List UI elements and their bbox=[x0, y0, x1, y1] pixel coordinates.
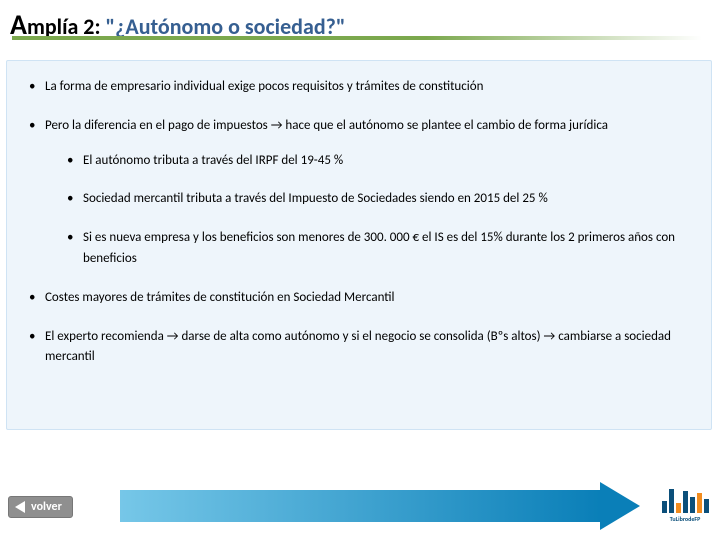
back-arrow-icon bbox=[15, 501, 25, 513]
bullet-item: La forma de empresario individual exige … bbox=[27, 77, 695, 98]
bullet-text: Costes mayores de trámites de constituci… bbox=[45, 290, 395, 305]
content-box: La forma de empresario individual exige … bbox=[6, 60, 712, 430]
bullet-item: El experto recomienda → darse de alta co… bbox=[27, 327, 695, 369]
logo-text: TuLibrodeFP bbox=[670, 515, 701, 523]
sub-bullet-item: Sociedad mercantil tributa a través del … bbox=[65, 189, 695, 210]
sub-bullet-text: Si es nueva empresa y los beneficios son… bbox=[83, 230, 675, 266]
bullet-text: La forma de empresario individual exige … bbox=[45, 79, 483, 94]
arrow-shaft bbox=[120, 490, 600, 522]
bullet-list-level2: El autónomo tributa a través del IRPF de… bbox=[65, 151, 695, 270]
bullet-text: El experto recomienda → darse de alta co… bbox=[45, 329, 671, 365]
sub-bullet-item: Si es nueva empresa y los beneficios son… bbox=[65, 228, 695, 270]
sub-bullet-text: Sociedad mercantil tributa a través del … bbox=[83, 191, 548, 206]
footer: volver TuLibrodeFP bbox=[0, 482, 720, 530]
bullet-list-level1: La forma de empresario individual exige … bbox=[27, 77, 695, 368]
bullet-item: Pero la diferencia en el pago de impuest… bbox=[27, 116, 695, 270]
volver-button[interactable]: volver bbox=[8, 496, 73, 518]
title-underline bbox=[12, 36, 702, 40]
arrow-head-icon bbox=[600, 482, 640, 530]
bullet-item: Costes mayores de trámites de constituci… bbox=[27, 288, 695, 309]
logo: TuLibrodeFP bbox=[654, 484, 716, 528]
logo-bars-icon bbox=[662, 489, 709, 513]
sub-bullet-item: El autónomo tributa a través del IRPF de… bbox=[65, 151, 695, 172]
progress-arrow bbox=[120, 482, 660, 530]
volver-label: volver bbox=[31, 500, 62, 514]
bullet-text: Pero la diferencia en el pago de impuest… bbox=[45, 118, 608, 133]
sub-bullet-text: El autónomo tributa a través del IRPF de… bbox=[83, 153, 343, 168]
